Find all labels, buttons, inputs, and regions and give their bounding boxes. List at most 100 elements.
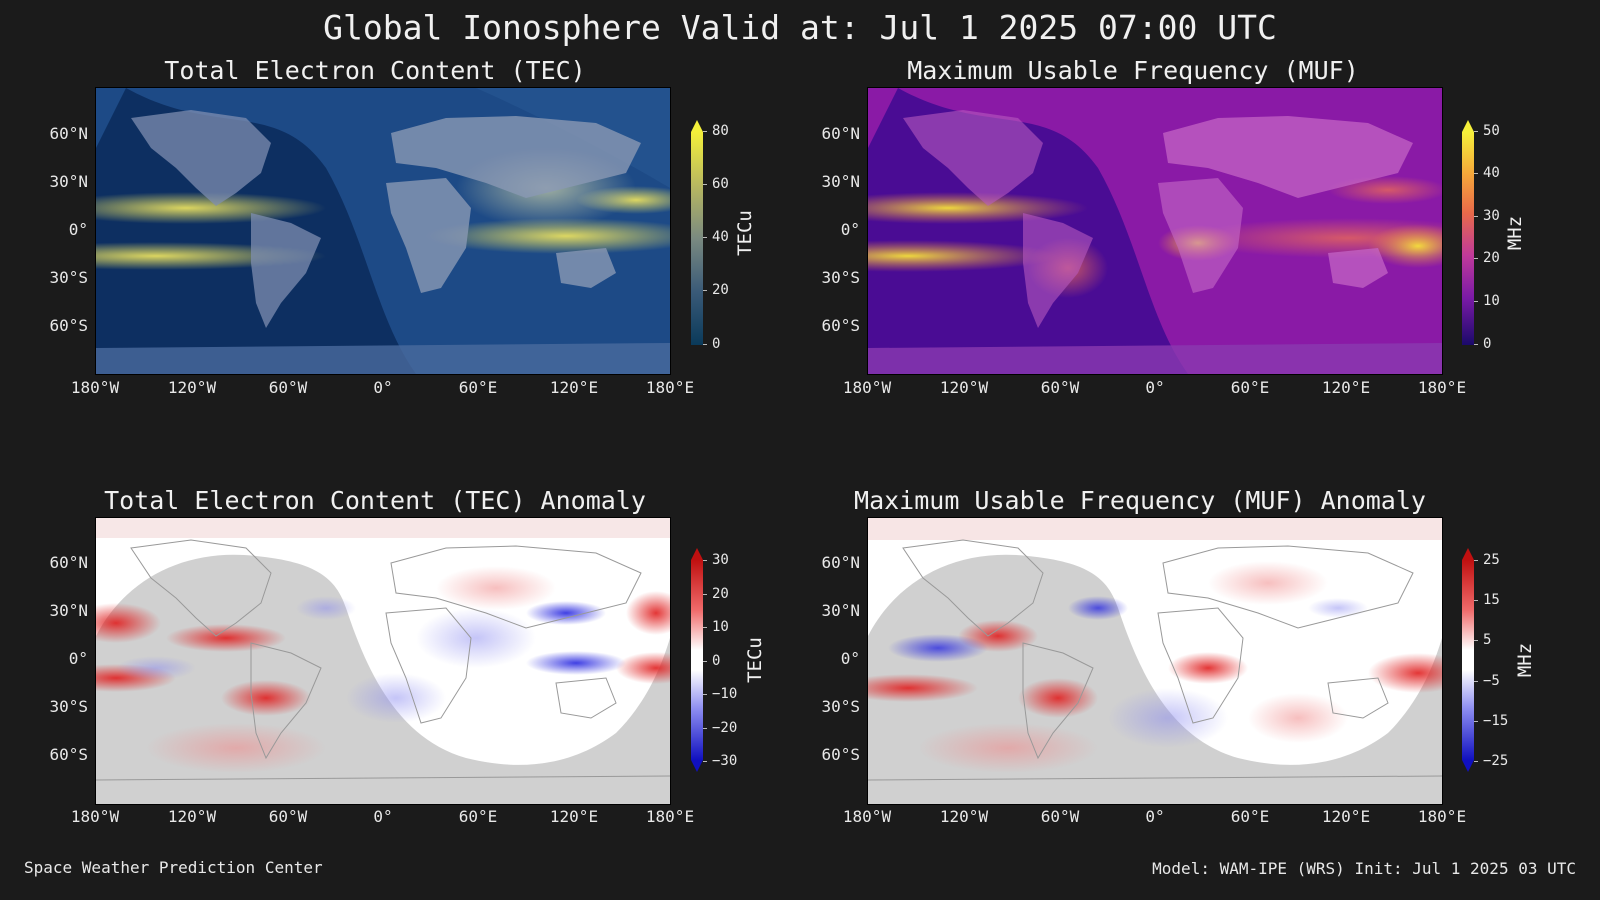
colorbar-tick: 80 [712,123,729,139]
land-africa [1158,178,1243,293]
colorbar-label: MHz [1514,642,1536,678]
tec-band-north [96,192,326,224]
lon-tick: 0° [373,378,393,397]
lat-tick: 30°N [821,172,860,191]
coastline-north-america [130,539,272,637]
lon-tick: 180°W [842,807,892,826]
lat-tick: 0° [68,220,88,239]
colorbar-tick: −5 [1483,673,1500,689]
lon-tick: 60°W [268,807,308,826]
lat-tick: 30°S [49,697,88,716]
coastline-eurasia [1162,545,1414,629]
colorbar-label: TECu [734,210,756,256]
lat-tick: 0° [68,649,88,668]
land-africa [386,178,471,293]
colorbar-tec-anomaly [691,548,703,772]
coastline-australia [555,677,617,719]
land-antarctica [96,343,670,374]
coastline-australia [1327,677,1389,719]
panel-title-muf: Maximum Usable Frequency (MUF) [907,56,1359,85]
panel-title-tec-anomaly: Total Electron Content (TEC) Anomaly [104,486,646,515]
lon-tick: 0° [1145,807,1165,826]
lon-tick: 0° [1145,378,1165,397]
land-north-america [131,110,271,206]
lon-tick: 120°E [1321,378,1371,397]
lon-tick: 60°E [1230,378,1270,397]
lat-tick: 30°N [49,172,88,191]
muf-band-south [868,240,1058,272]
colorbar-tick: −10 [712,686,738,702]
colorbar-tick: 0 [1483,336,1492,352]
lon-tick: 120°E [549,807,599,826]
lon-tick: 120°W [167,807,217,826]
colorbar-label: TECu [744,637,766,683]
land-eurasia [1163,116,1413,198]
coastline-eurasia [390,545,642,629]
coastline-africa [1157,607,1244,724]
colorbar-label: MHz [1504,215,1526,251]
colorbar-tick: 20 [712,586,729,602]
lon-tick: 180°E [1417,807,1467,826]
lat-tick: 60°S [821,316,860,335]
colorbar-tec [691,120,703,345]
colorbar-tick: 30 [1483,208,1500,224]
colorbar-tick: −30 [712,753,738,769]
colorbar-muf [1462,120,1474,345]
map-muf [867,87,1443,375]
colorbar-tick: 20 [1483,250,1500,266]
colorbar-tick: 40 [1483,165,1500,181]
panel-title-tec: Total Electron Content (TEC) [164,56,586,85]
land-antarctica [868,343,1442,374]
lon-tick: 120°W [939,807,989,826]
colorbar-tick: 10 [1483,293,1500,309]
colorbar-tick: −25 [1483,753,1509,769]
lon-tick: 60°E [458,807,498,826]
lon-tick: 120°W [167,378,217,397]
page-title: Global Ionosphere Valid at: Jul 1 2025 0… [323,8,1277,47]
lon-tick: 60°E [1230,807,1270,826]
colorbar-tick: 5 [1483,632,1492,648]
coastline-south-america [1022,642,1094,760]
coastline-antarctica [868,775,1442,781]
lat-tick: 30°S [821,268,860,287]
colorbar-tick: 0 [712,653,721,669]
lon-tick: 180°E [645,807,695,826]
lon-tick: 120°E [549,378,599,397]
footer-credit: Space Weather Prediction Center [24,858,323,877]
lon-tick: 180°E [1417,378,1467,397]
footer-model-info: Model: WAM-IPE (WRS) Init: Jul 1 2025 03… [1152,859,1576,878]
colorbar-tick: 10 [712,619,729,635]
land-south-america [251,213,321,328]
land-eurasia [391,116,641,198]
lon-tick: 180°E [645,378,695,397]
map-tec [95,87,671,375]
colorbar-tick: 15 [1483,592,1500,608]
lon-tick: 120°W [939,378,989,397]
colorbar-tick: 60 [712,176,729,192]
lon-tick: 0° [373,807,393,826]
lon-tick: 60°W [268,378,308,397]
colorbar-tick: 25 [1483,552,1500,568]
map-tec-anomaly [95,517,671,805]
map-muf-anomaly [867,517,1443,805]
lat-tick: 60°S [49,316,88,335]
land-australia [556,248,616,288]
coastline-africa [385,607,472,724]
colorbar-tick: 50 [1483,123,1500,139]
lat-tick: 30°N [821,601,860,620]
coastline-antarctica [96,775,670,781]
lon-tick: 60°E [458,378,498,397]
lat-tick: 60°N [821,553,860,572]
colorbar-tick: 30 [712,552,729,568]
lon-tick: 60°W [1040,807,1080,826]
lat-tick: 0° [840,649,860,668]
panel-title-muf-anomaly: Maximum Usable Frequency (MUF) Anomaly [854,486,1426,515]
lat-tick: 60°S [821,745,860,764]
lon-tick: 180°W [842,378,892,397]
land-north-america [903,110,1043,206]
lat-tick: 60°N [821,124,860,143]
lat-tick: 30°S [49,268,88,287]
lat-tick: 0° [840,220,860,239]
lon-tick: 180°W [70,378,120,397]
lat-tick: 60°N [49,124,88,143]
